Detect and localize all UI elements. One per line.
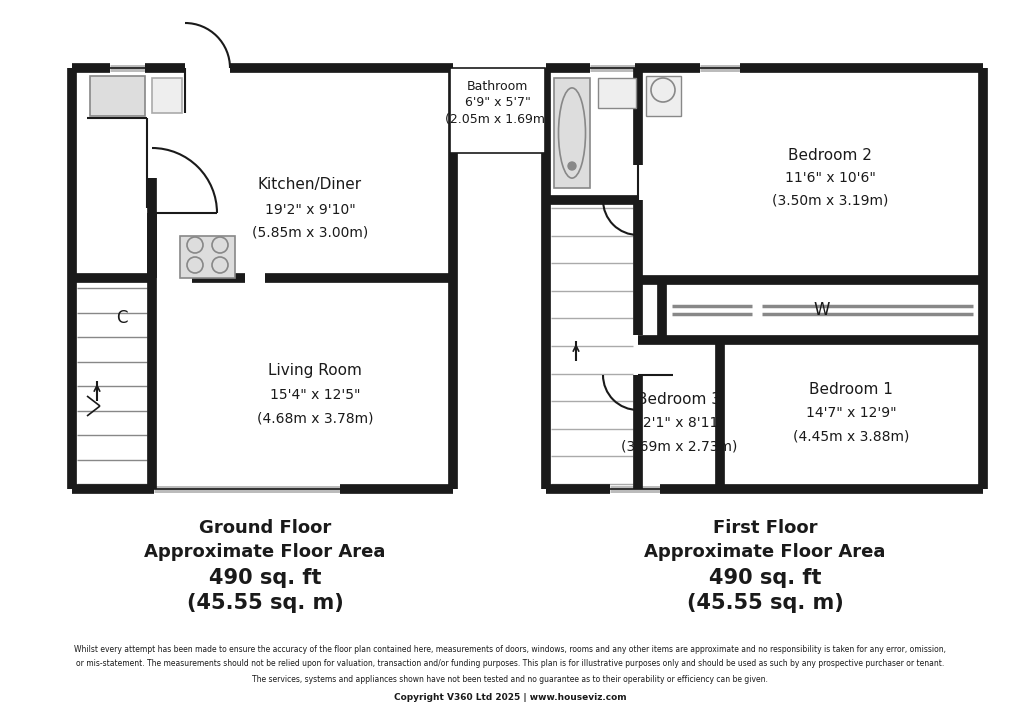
Text: Bathroom: Bathroom <box>467 79 528 92</box>
Text: Ground Floor: Ground Floor <box>199 519 331 537</box>
Text: 15'4" x 12'5": 15'4" x 12'5" <box>269 388 360 402</box>
Text: The services, systems and appliances shown have not been tested and no guarantee: The services, systems and appliances sho… <box>252 675 767 683</box>
Text: 19'2" x 9'10": 19'2" x 9'10" <box>264 203 355 217</box>
Circle shape <box>568 162 576 170</box>
Bar <box>179 236 234 278</box>
Text: Copyright V360 Ltd 2025 | www.houseviz.com: Copyright V360 Ltd 2025 | www.houseviz.c… <box>393 693 626 701</box>
Text: 11'6" x 10'6": 11'6" x 10'6" <box>784 171 874 185</box>
Text: Bedroom 3: Bedroom 3 <box>637 392 720 408</box>
Text: Approximate Floor Area: Approximate Floor Area <box>144 543 385 561</box>
Bar <box>553 78 589 188</box>
Text: 490 sq. ft: 490 sq. ft <box>209 568 321 588</box>
Text: Bedroom 1: Bedroom 1 <box>808 382 892 397</box>
Bar <box>645 76 681 116</box>
Bar <box>449 68 544 153</box>
Text: (5.85m x 3.00m): (5.85m x 3.00m) <box>252 225 368 239</box>
Text: Living Room: Living Room <box>268 362 362 377</box>
Text: or mis-statement. The measurements should not be relied upon for valuation, tran: or mis-statement. The measurements shoul… <box>75 660 944 668</box>
Text: Whilst every attempt has been made to ensure the accuracy of the floor plan cont: Whilst every attempt has been made to en… <box>74 644 945 654</box>
Text: 6'9" x 5'7": 6'9" x 5'7" <box>464 96 530 109</box>
Text: C: C <box>116 309 127 327</box>
Text: Approximate Floor Area: Approximate Floor Area <box>644 543 884 561</box>
Text: (2.05m x 1.69m): (2.05m x 1.69m) <box>444 114 549 127</box>
Bar <box>597 78 636 108</box>
Text: First Floor: First Floor <box>712 519 816 537</box>
Bar <box>90 76 145 116</box>
Text: W: W <box>813 301 829 319</box>
Text: (3.69m x 2.73m): (3.69m x 2.73m) <box>621 439 737 453</box>
Bar <box>152 78 181 113</box>
Text: Bedroom 2: Bedroom 2 <box>788 148 871 163</box>
Text: 490 sq. ft: 490 sq. ft <box>708 568 820 588</box>
Text: 12'1" x 8'11": 12'1" x 8'11" <box>633 416 723 430</box>
Text: (4.68m x 3.78m): (4.68m x 3.78m) <box>257 411 373 425</box>
Text: (45.55 sq. m): (45.55 sq. m) <box>686 593 843 613</box>
Text: (3.50m x 3.19m): (3.50m x 3.19m) <box>771 193 888 207</box>
Text: Kitchen/Diner: Kitchen/Diner <box>258 178 362 192</box>
Text: (4.45m x 3.88m): (4.45m x 3.88m) <box>792 429 908 443</box>
Text: (45.55 sq. m): (45.55 sq. m) <box>186 593 343 613</box>
Text: 14'7" x 12'9": 14'7" x 12'9" <box>805 406 896 420</box>
